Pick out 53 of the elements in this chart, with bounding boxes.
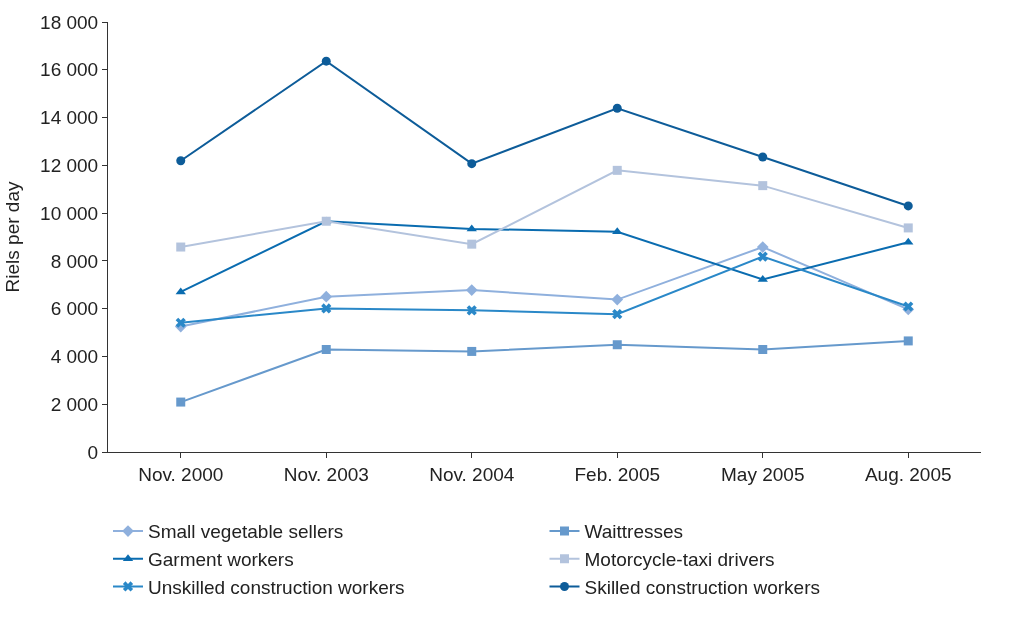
point [903,201,913,211]
y-tick-label: 18 000 [40,11,99,33]
point [612,309,623,320]
y-tick-label: 12 000 [40,154,99,176]
legend-label: Skilled construction workers [584,576,820,598]
point [467,159,477,169]
x-tick-label: May 2005 [721,463,805,485]
x-tick-label: Feb. 2005 [574,463,661,485]
point [467,346,477,356]
point [176,397,186,407]
point [321,303,332,314]
x-tick-label: Nov. 2004 [429,463,515,485]
y-tick-label: 0 [87,441,99,463]
point [611,293,624,306]
point [176,242,186,252]
y-axis-title: Riels per day [1,181,23,293]
legend-label: Small vegetable sellers [148,521,344,543]
point [465,284,478,296]
y-tick-label: 8 000 [50,250,99,272]
y-tick-label: 6 000 [50,298,99,320]
point [758,345,768,355]
x-tick-label: Nov. 2000 [138,463,224,485]
point [612,103,622,113]
point [467,239,477,249]
point [903,223,913,233]
legend-label: Garment workers [148,549,294,571]
point [758,152,768,162]
point [466,224,477,232]
y-tick-label: 2 000 [50,393,99,415]
y-tick-label: 4 000 [50,346,99,368]
point [320,290,333,303]
point [612,165,622,175]
legend-label: Unskilled construction workers [148,576,405,598]
legend-label: Motorcycle-taxi drivers [584,549,775,571]
point [756,241,769,253]
point [321,56,331,66]
point [175,317,186,328]
point [757,251,768,262]
x-tick-label: Aug. 2005 [864,463,952,485]
point [903,237,914,245]
y-tick-label: 10 000 [40,202,99,224]
point [612,340,622,350]
point [903,336,913,346]
point [903,301,914,312]
legend-label: Waittresses [584,521,684,543]
point [175,287,186,295]
x-tick-label: Nov. 2003 [283,463,369,485]
point [321,345,331,355]
point [466,305,477,316]
point [758,181,768,191]
y-tick-label: 14 000 [40,107,99,129]
point [176,156,186,166]
y-tick-label: 16 000 [40,59,99,81]
